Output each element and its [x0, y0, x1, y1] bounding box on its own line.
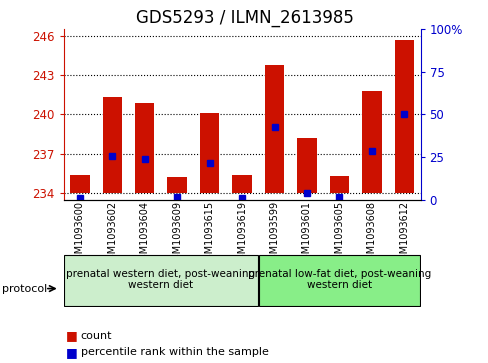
Text: count: count	[81, 331, 112, 341]
Text: GSM1093602: GSM1093602	[107, 201, 117, 266]
Bar	[264, 65, 284, 193]
Bar	[297, 138, 316, 193]
Bar	[102, 97, 122, 193]
Text: percentile rank within the sample: percentile rank within the sample	[81, 347, 268, 357]
Bar	[135, 103, 154, 193]
Bar	[329, 176, 348, 193]
Text: GSM1093619: GSM1093619	[237, 201, 246, 266]
FancyBboxPatch shape	[64, 255, 257, 306]
Text: GSM1093608: GSM1093608	[366, 201, 376, 266]
Text: GSM1093615: GSM1093615	[204, 201, 214, 266]
Text: ■: ■	[66, 329, 78, 342]
Bar	[362, 91, 381, 193]
Text: prenatal western diet, post-weaning
western diet: prenatal western diet, post-weaning west…	[66, 269, 255, 290]
Text: protocol: protocol	[2, 284, 48, 294]
Bar	[167, 177, 186, 193]
Text: GSM1093609: GSM1093609	[172, 201, 182, 266]
Text: GSM1093599: GSM1093599	[269, 201, 279, 266]
Text: ■: ■	[66, 346, 78, 359]
Text: prenatal low-fat diet, post-weaning
western diet: prenatal low-fat diet, post-weaning west…	[247, 269, 430, 290]
Text: GSM1093605: GSM1093605	[334, 201, 344, 266]
Text: GDS5293 / ILMN_2613985: GDS5293 / ILMN_2613985	[135, 9, 353, 27]
Bar	[200, 113, 219, 193]
Text: GSM1093600: GSM1093600	[75, 201, 84, 266]
Text: GSM1093601: GSM1093601	[302, 201, 311, 266]
Bar	[70, 175, 89, 193]
Bar	[394, 40, 413, 193]
Text: GSM1093604: GSM1093604	[140, 201, 149, 266]
Text: GSM1093612: GSM1093612	[399, 201, 408, 266]
Bar	[232, 175, 251, 193]
FancyBboxPatch shape	[259, 255, 419, 306]
